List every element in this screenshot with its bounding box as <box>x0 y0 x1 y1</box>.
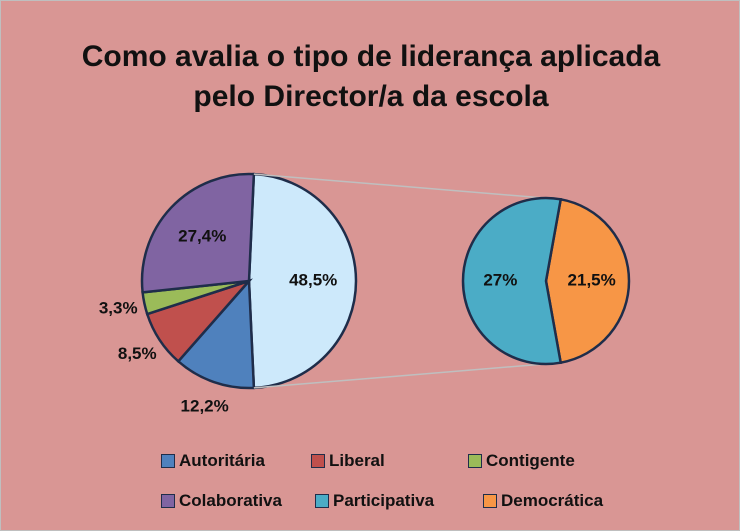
legend-item: Participativa <box>315 491 434 511</box>
legend-swatch <box>468 454 482 468</box>
pie-slice <box>176 277 256 390</box>
pie-slice <box>544 197 631 365</box>
legend-label: Liberal <box>329 451 385 470</box>
legend-swatch <box>483 494 497 508</box>
legend-item: Liberal <box>311 451 385 471</box>
connector-line <box>253 361 561 389</box>
legend-swatch <box>311 454 325 468</box>
legend-label: Autoritária <box>179 451 265 470</box>
legend-label: Colaborativa <box>179 491 282 510</box>
data-label: 3,3% <box>99 298 138 317</box>
data-label: 12,2% <box>181 397 229 416</box>
legend-swatch <box>315 494 329 508</box>
data-label: 8,5% <box>118 344 157 363</box>
pie-slice <box>140 172 256 294</box>
legend-swatch <box>161 494 175 508</box>
legend-item: Autoritária <box>161 451 265 471</box>
connector-line <box>253 173 561 201</box>
chart-title: Como avalia o tipo de liderança aplicada… <box>81 40 661 113</box>
data-label: 48,5% <box>289 270 337 289</box>
data-label: 27% <box>483 270 517 289</box>
legend-label: Contigente <box>486 451 575 470</box>
data-label: 27,4% <box>178 227 226 246</box>
pie-slice <box>247 172 358 390</box>
legend-item: Contigente <box>468 451 575 471</box>
legend-swatch <box>161 454 175 468</box>
legend-item: Democrática <box>483 491 603 511</box>
legend-label: Democrática <box>501 491 604 510</box>
legend-label: Participativa <box>333 491 435 510</box>
pie-slice <box>461 196 563 366</box>
legend-item: Colaborativa <box>161 491 282 511</box>
data-label: 21,5% <box>568 270 616 289</box>
